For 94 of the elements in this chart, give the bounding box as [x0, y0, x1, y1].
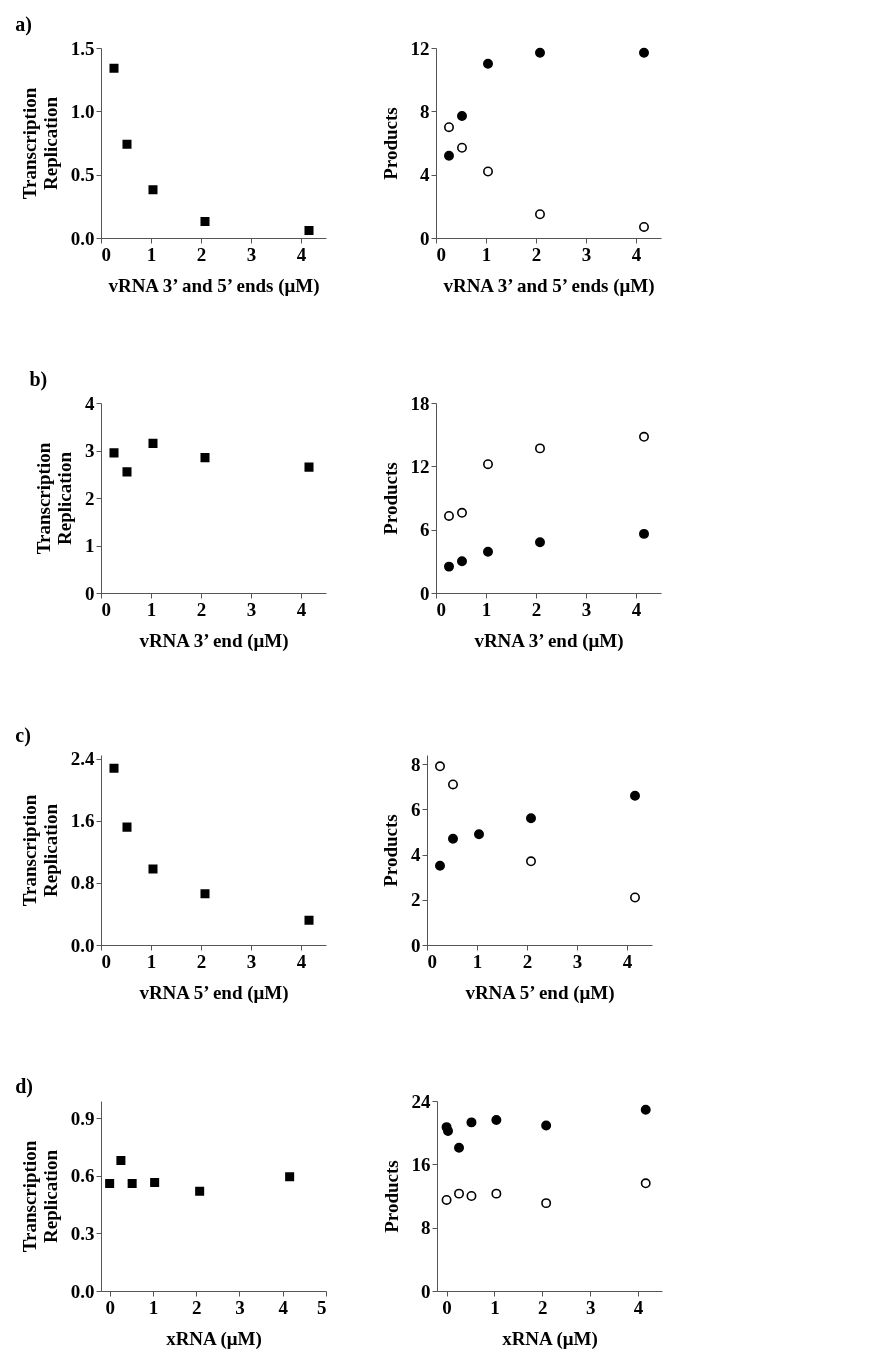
y-tick-label: 1.5: [70, 37, 95, 59]
y-tick-label: 0.0: [70, 227, 95, 249]
x-tick-label: 0: [436, 243, 446, 265]
x-tick-label: 1: [490, 1296, 500, 1318]
y-axis-title: Products: [379, 107, 401, 180]
x-tick-label: 3: [235, 1296, 245, 1318]
x-tick-label: 3: [585, 1296, 596, 1318]
x-tick-label: 3: [581, 598, 592, 620]
y-tick-label: 4: [411, 844, 421, 866]
x-tick-label: 0: [105, 1296, 115, 1318]
x-tick-label: 1: [481, 243, 492, 265]
x-axis-title: vRNA 3’ and 5’ ends (μM): [443, 274, 655, 297]
chart-title: c): [15, 723, 31, 747]
x-tick-label: 4: [622, 950, 633, 972]
chart-title: a): [15, 13, 32, 36]
y-tick-label: 16: [411, 1153, 431, 1175]
y-tick-label: 18: [410, 392, 430, 414]
chart-title: b): [29, 368, 48, 391]
x-tick-label: 3: [246, 598, 257, 620]
x-tick-label: 4: [633, 1296, 644, 1318]
x-tick-label: 2: [196, 598, 207, 620]
x-tick-label: 2: [538, 1296, 548, 1318]
y-tick-label: 1.6: [70, 810, 95, 832]
y-tick-label: 2: [85, 487, 95, 509]
y-tick-label: 0: [411, 934, 421, 956]
x-axis-title: xRNA (μM): [166, 1327, 262, 1350]
y-tick-label: 4: [420, 164, 430, 186]
x-tick-label: 2: [196, 950, 207, 972]
x-axis-title: vRNA 3’ and 5’ ends (μM): [108, 274, 320, 297]
x-tick-label: 1: [146, 598, 157, 620]
x-tick-label: 2: [191, 1296, 202, 1318]
x-axis-title: xRNA (μM): [502, 1327, 598, 1350]
x-tick-label: 0: [101, 243, 111, 265]
x-tick-label: 3: [581, 243, 592, 265]
x-tick-label: 4: [296, 950, 307, 972]
y-tick-label: 0: [421, 1280, 431, 1302]
x-tick-label: 2: [196, 243, 207, 265]
y-tick-label: 0.8: [70, 872, 95, 894]
x-tick-label: 4: [631, 598, 642, 620]
x-tick-label: 4: [296, 243, 307, 265]
chart-title: d): [15, 1075, 34, 1098]
y-tick-label: 0.0: [70, 934, 95, 956]
y-tick-label: 6: [411, 798, 421, 820]
x-tick-label: 1: [481, 598, 492, 620]
y-tick-label: 2.4: [70, 748, 95, 770]
x-tick-label: 1: [472, 950, 483, 972]
x-tick-label: 1: [146, 243, 157, 265]
y-tick-label: 6: [420, 519, 430, 541]
x-tick-label: 3: [246, 950, 257, 972]
y-axis-title: Products: [380, 814, 401, 887]
x-tick-label: 4: [296, 598, 307, 620]
y-tick-label: 12: [410, 37, 430, 59]
x-tick-label: 3: [246, 243, 257, 265]
x-tick-label: 5: [317, 1296, 327, 1318]
x-tick-label: 0: [101, 950, 111, 972]
x-tick-label: 4: [631, 243, 642, 265]
x-tick-label: 2: [531, 598, 542, 620]
y-axis-title: Products: [379, 462, 401, 535]
y-axis-title: Transcription Replication: [33, 442, 75, 555]
y-tick-label: 0: [85, 582, 95, 604]
x-tick-label: 1: [148, 1296, 159, 1318]
y-tick-label: 0.9: [70, 1107, 95, 1129]
y-tick-label: 0: [420, 582, 430, 604]
y-tick-label: 4: [85, 392, 95, 414]
y-tick-label: 0.3: [70, 1222, 95, 1244]
y-axis-title: Transcription Replication: [18, 794, 61, 907]
y-axis-title: Transcription Replication: [18, 87, 61, 200]
y-tick-label: 3: [85, 440, 95, 461]
y-tick-label: 0.6: [70, 1165, 95, 1187]
y-tick-label: 0.5: [70, 164, 95, 186]
y-tick-label: 8: [420, 100, 430, 122]
y-axis-title: Products: [380, 1160, 402, 1233]
x-tick-label: 2: [531, 243, 542, 265]
x-axis-title: vRNA 5’ end (μM): [139, 981, 289, 1004]
y-tick-label: 2: [411, 889, 421, 911]
y-tick-label: 8: [411, 753, 421, 775]
y-axis-title: Transcription Replication: [18, 1140, 61, 1253]
x-tick-label: 4: [278, 1296, 289, 1318]
x-tick-label: 0: [442, 1296, 452, 1318]
y-tick-label: 8: [421, 1217, 431, 1239]
y-tick-label: 0.0: [70, 1280, 95, 1302]
x-tick-label: 1: [146, 950, 157, 972]
x-tick-label: 2: [522, 950, 533, 972]
y-tick-label: 0: [420, 227, 430, 249]
x-axis-title: vRNA 5’ end (μM): [465, 981, 615, 1004]
x-axis-title: vRNA 3’ end (μM): [474, 629, 624, 652]
y-tick-label: 1: [85, 535, 95, 556]
y-tick-label: 24: [411, 1090, 431, 1112]
y-tick-label: 12: [410, 455, 430, 477]
y-tick-label: 1.0: [70, 100, 95, 122]
x-tick-label: 0: [436, 598, 446, 620]
x-tick-label: 3: [572, 950, 583, 972]
x-axis-title: vRNA 3’ end (μM): [139, 629, 289, 652]
x-tick-label: 0: [101, 598, 111, 620]
